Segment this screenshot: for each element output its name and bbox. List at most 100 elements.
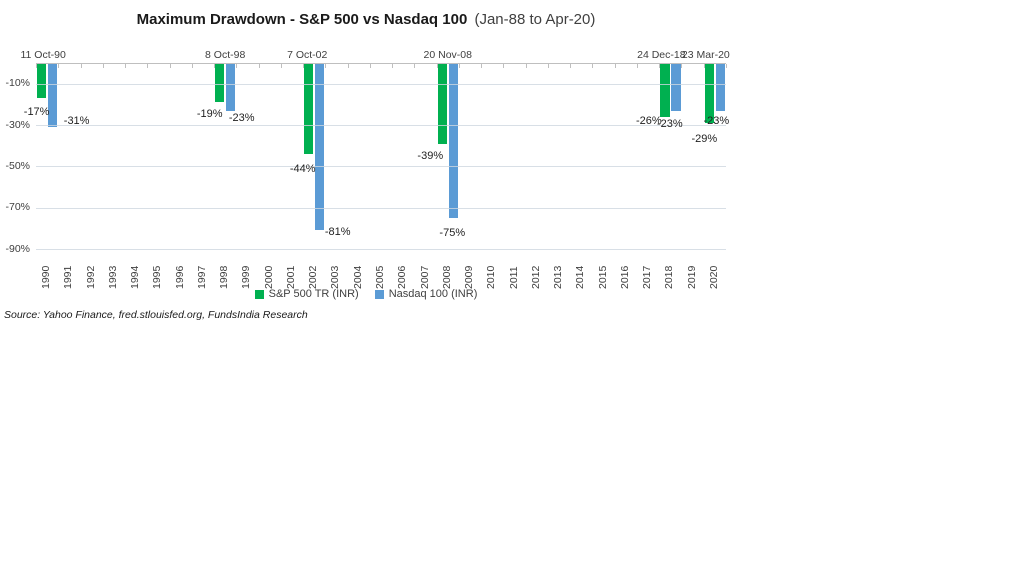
sp500-bar-1998 [214,63,225,103]
x-axis-tick [36,64,37,68]
x-axis-tick [347,64,349,68]
x-axis-year-2014: 2014 [574,265,587,289]
x-axis-tick [614,64,616,68]
x-axis-year-1993: 1993 [106,265,119,289]
drawdown-date-label-2018: 24 Dec-18 [637,49,686,61]
nasdaq-bar-2018 [671,63,681,111]
x-axis-year-2019: 2019 [685,265,698,289]
x-axis-tick [570,64,572,68]
x-axis-tick [392,64,394,68]
x-axis-year-2017: 2017 [641,265,654,289]
x-axis-year-2010: 2010 [485,265,498,289]
x-axis-year-2000: 2000 [262,265,275,289]
legend-label-sp500: S&P 500 TR (INR) [268,288,359,300]
x-axis-tick [525,64,527,68]
nasdaq-bar-2008 [448,63,459,218]
x-axis-tick [481,64,483,68]
sp500-value-label-2002: -44% [289,162,316,175]
x-axis-tick [503,64,505,68]
drawdown-date-label-2002: 7 Oct-02 [287,49,328,61]
x-axis-year-2016: 2016 [618,265,631,289]
x-axis-tick [703,64,705,68]
nasdaq-bar-2020 [715,63,726,111]
x-axis-year-1998: 1998 [218,265,231,289]
x-axis-year-1991: 1991 [62,265,75,289]
sp500-bar-2002 [303,63,314,154]
x-axis-tick [214,64,216,68]
gridline--30 [36,125,726,126]
x-axis-year-2007: 2007 [418,265,431,289]
nasdaq-value-label-2018: -23% [657,117,683,130]
chart-title-main: Maximum Drawdown - S&P 500 vs Nasdaq 100 [136,11,468,28]
sp500-swatch-icon [254,289,264,299]
legend-entry-nasdaq: Nasdaq 100 (INR) [374,288,477,300]
x-axis-line [36,63,726,64]
x-axis-year-2008: 2008 [440,265,453,289]
x-axis-year-1990: 1990 [40,265,53,289]
x-axis-tick [659,64,661,68]
x-axis-year-2015: 2015 [596,265,609,289]
y-axis-label--50: -50% [5,159,30,172]
x-axis-year-2006: 2006 [396,265,409,289]
x-axis-year-2001: 2001 [284,265,297,289]
x-axis-tick [636,64,638,68]
x-axis-tick [303,64,305,68]
chart-title: Maximum Drawdown - S&P 500 vs Nasdaq 100… [0,9,732,31]
nasdaq-swatch-icon [374,289,384,299]
nasdaq-value-label-2020: -23% [703,114,730,127]
legend-entry-sp500: S&P 500 TR (INR) [254,288,359,300]
sp500-value-label-2020: -29% [691,132,718,145]
nasdaq-value-label-2008: -75% [439,227,466,239]
x-axis-year-2005: 2005 [374,265,386,289]
y-axis-label--70: -70% [5,201,30,214]
gridline--50 [36,166,726,168]
x-axis-tick [80,64,82,68]
x-axis-tick [325,64,327,68]
x-axis-tick [592,64,594,68]
nasdaq-value-label-1998: -23% [228,111,255,124]
x-axis-tick [258,64,260,68]
x-axis-tick [726,64,727,68]
nasdaq-value-label-1990: -31% [63,115,90,128]
x-axis-year-2004: 2004 [351,265,364,289]
x-axis-tick [58,64,60,68]
x-axis-tick [169,64,171,68]
sp500-value-label-1990: -17% [23,106,50,119]
x-axis-tick [191,64,193,68]
x-axis-year-1994: 1994 [129,265,142,289]
sp500-bar-1990 [36,63,47,99]
x-axis-year-2002: 2002 [307,265,320,289]
x-axis-year-1995: 1995 [151,265,164,289]
source-note: Source: Yahoo Finance, fred.stlouisfed.o… [4,309,308,321]
sp500-bar-2008 [437,63,448,144]
x-axis-year-1997: 1997 [195,265,208,289]
x-axis-year-2012: 2012 [529,265,542,289]
legend: S&P 500 TR (INR) Nasdaq 100 (INR) [0,288,732,300]
plot-area: -17% -31% 11 Oct-90 -19% -23% 8 Oct-98 -44% -81… [0,0,760,340]
x-axis-year-2011: 2011 [507,266,520,289]
chart-title-period: (Jan-88 to Apr-20) [474,11,596,28]
sp500-value-label-2008: -39% [417,149,444,162]
x-axis-tick [280,64,282,68]
gridline--90 [36,249,726,250]
nasdaq-value-label-2002: -81% [324,226,351,239]
nasdaq-bar-1990 [47,63,58,128]
x-axis-tick [102,64,104,68]
y-axis-label--30: -30% [5,118,30,131]
x-axis-year-2018: 2018 [663,265,676,289]
nasdaq-bar-2002 [314,63,325,231]
x-axis-tick [458,64,460,68]
gridline--10 [36,83,726,85]
sp500-value-label-2018: -26% [636,114,662,127]
x-axis-year-1992: 1992 [84,265,97,289]
y-axis-label--10: -10% [5,77,30,90]
y-axis-label--90: -90% [5,242,30,255]
x-axis-tick [125,64,127,68]
nasdaq-bar-1998 [225,63,236,111]
drawdown-date-label-1998: 8 Oct-98 [205,49,246,61]
sp500-bar-2018 [660,63,670,117]
sp500-bar-2020 [704,63,715,123]
x-axis-tick [414,64,416,68]
x-axis-year-1999: 1999 [240,265,253,289]
